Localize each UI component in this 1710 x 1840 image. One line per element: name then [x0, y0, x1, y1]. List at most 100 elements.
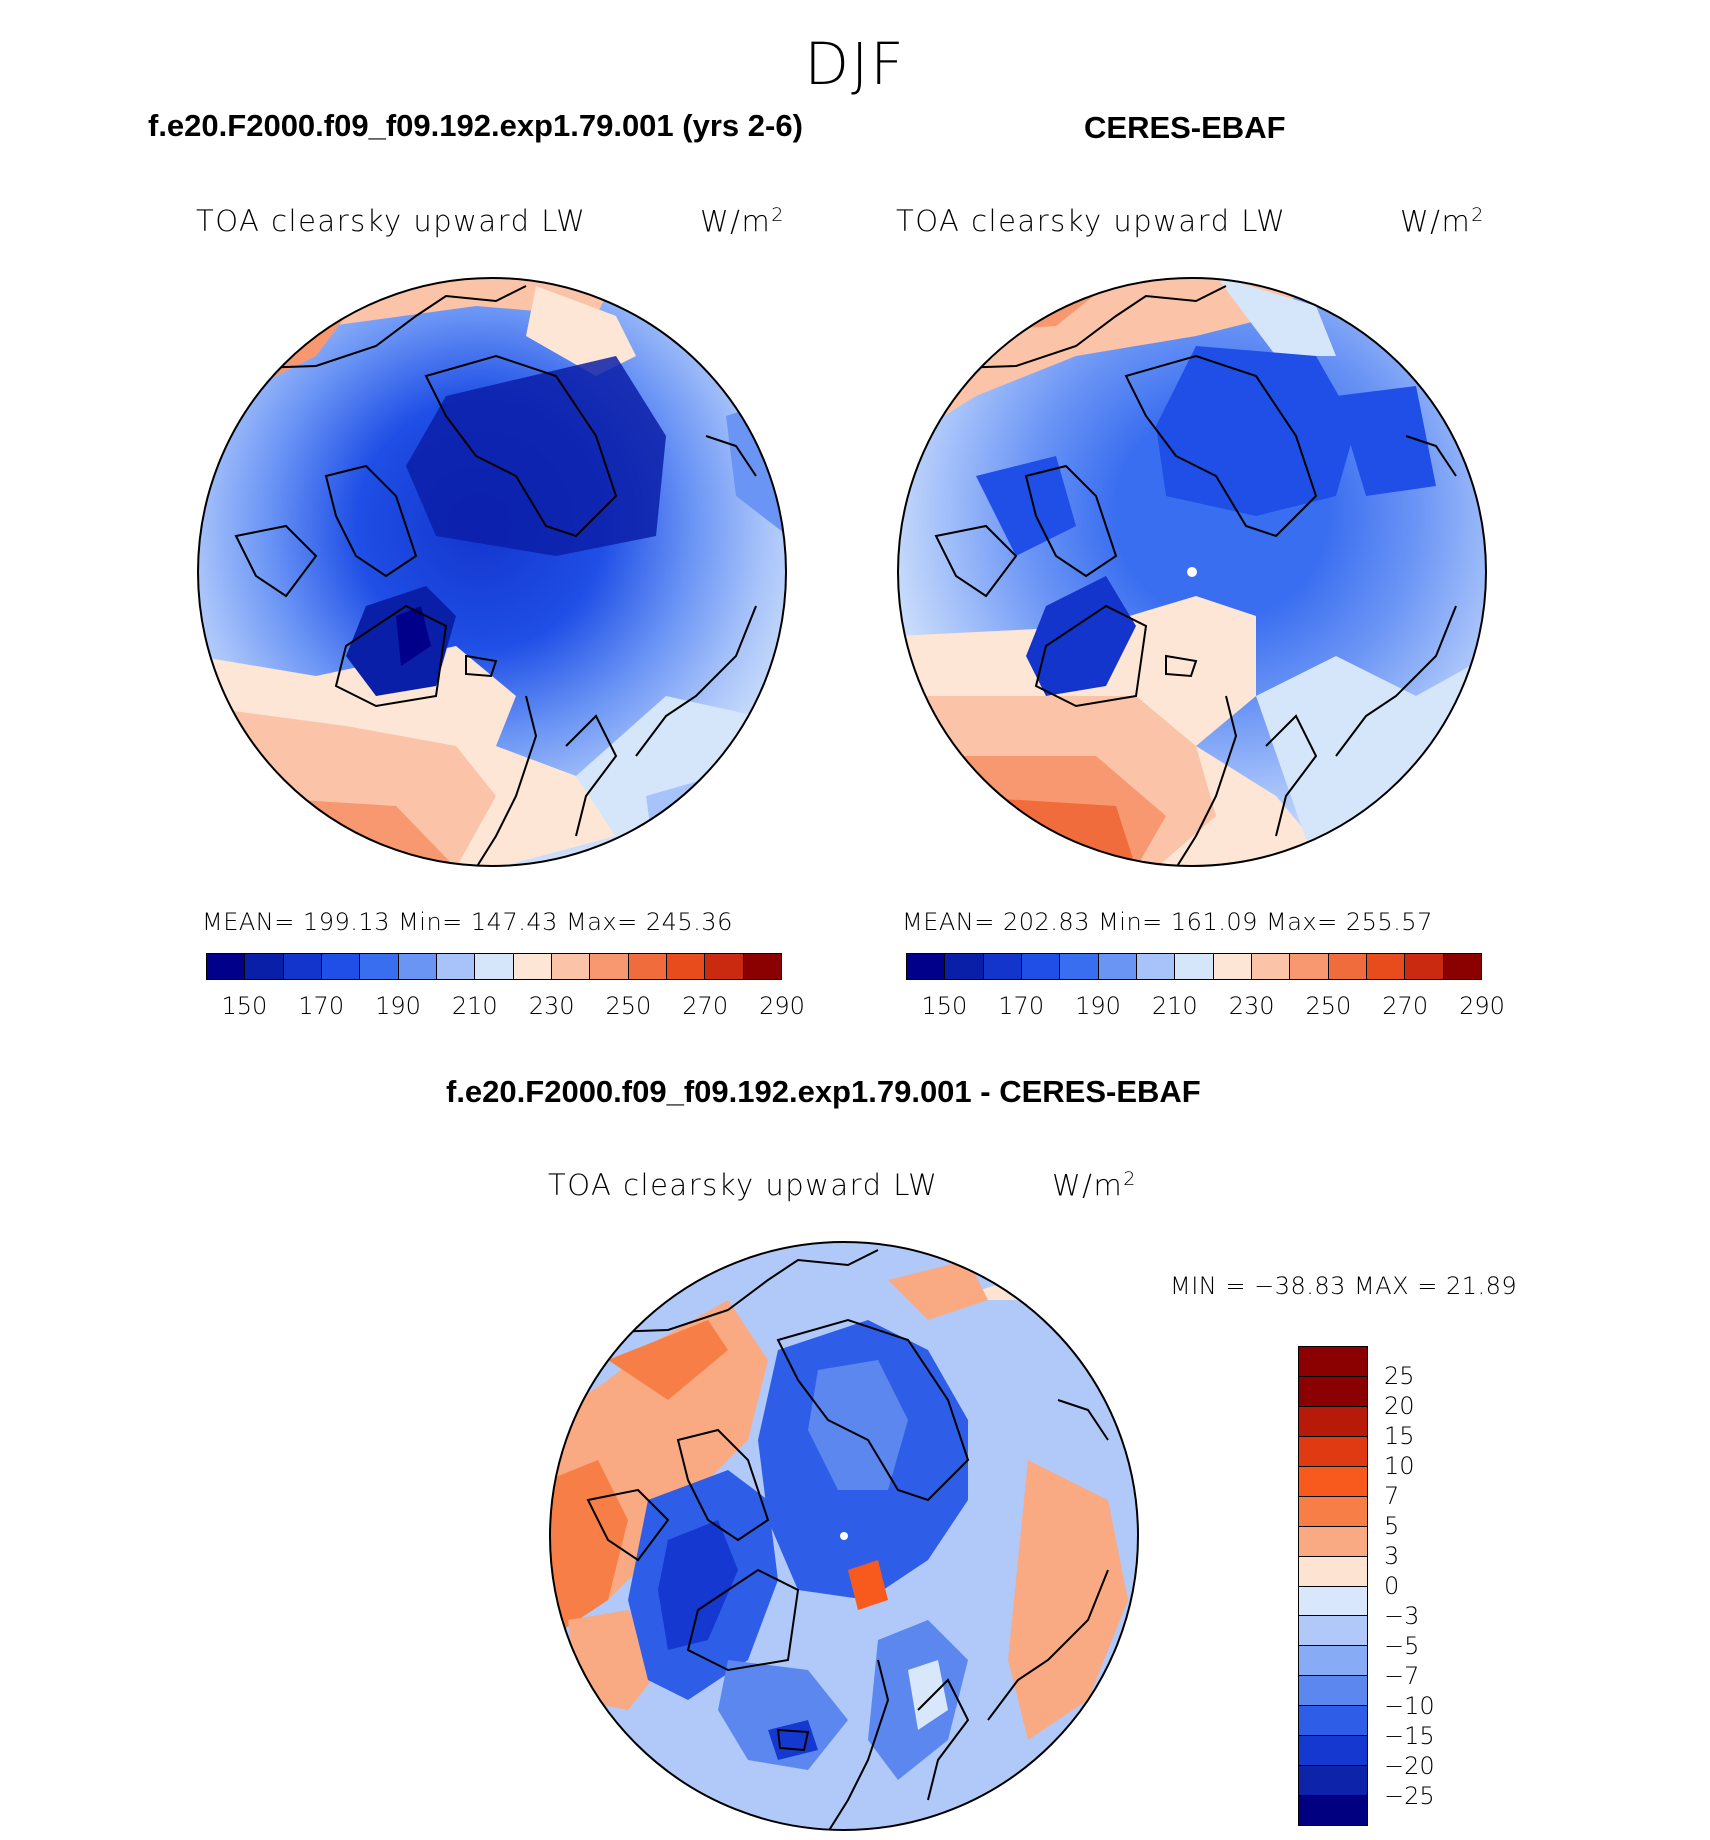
- colorbar-level-label: −3: [1384, 1602, 1420, 1630]
- colorbar-swatch: [590, 954, 629, 979]
- colorbar-tick-label: 250: [1305, 992, 1352, 1020]
- difference-polar-map: [549, 1241, 1139, 1831]
- colorbar-swatch: [1299, 1466, 1367, 1497]
- panel1-units-text: W/m: [700, 204, 772, 239]
- colorbar-swatch: [1443, 954, 1481, 979]
- colorbar-swatch: [513, 954, 552, 979]
- panel1-units-label: W/m2: [700, 204, 785, 239]
- colorbar-swatch: [1299, 1766, 1367, 1797]
- colorbar-swatch: [1299, 1736, 1367, 1767]
- panel1-stats: MEAN= 199.13 Min= 147.43 Max= 245.36: [202, 908, 733, 936]
- colorbar-swatch: [983, 954, 1022, 979]
- colorbar-tick-label: 250: [605, 992, 652, 1020]
- colorbar-swatch: [1299, 1526, 1367, 1557]
- panel2-stats: MEAN= 202.83 Min= 161.09 Max= 255.57: [902, 908, 1433, 936]
- panel3-stats: MIN = −38.83 MAX = 21.89: [1170, 1272, 1518, 1300]
- colorbar-swatch: [1290, 954, 1329, 979]
- colorbar-level-label: 20: [1384, 1392, 1415, 1420]
- colorbar-swatch: [705, 954, 744, 979]
- figure-title: DJF: [804, 30, 906, 98]
- colorbar-swatch: [1299, 1347, 1367, 1377]
- colorbar-swatch: [1299, 1406, 1367, 1437]
- colorbar-swatch: [1299, 1496, 1367, 1527]
- colorbar-level-label: 15: [1384, 1422, 1415, 1450]
- panel3-units-label: W/m2: [1052, 1168, 1137, 1203]
- difference-colorbar-labels: 25 20 15 10 7 5 3 0 −3 −5 −7 −10 −15 −20 −25: [1384, 1346, 1484, 1826]
- colorbar-swatch: [1251, 954, 1291, 979]
- panel2-units-text: W/m: [1400, 204, 1472, 239]
- colorbar-swatch: [360, 954, 399, 979]
- colorbar-swatch: [743, 954, 781, 979]
- difference-colorbar: [1298, 1346, 1368, 1826]
- colorbar-swatch: [1299, 1706, 1367, 1737]
- panel3-variable-label: TOA clearsky upward LW: [548, 1168, 939, 1202]
- colorbar-swatch: [283, 954, 322, 979]
- colorbar-tick-label: 270: [682, 992, 729, 1020]
- colorbar-swatch: [321, 954, 361, 979]
- colorbar-tick-label: 230: [1228, 992, 1275, 1020]
- colorbar-swatch: [436, 954, 476, 979]
- colorbar-swatch: [245, 954, 284, 979]
- panel3-units-exponent: 2: [1123, 1168, 1137, 1190]
- colorbar-tick-label: 230: [528, 992, 575, 1020]
- colorbar-tick-label: 210: [1151, 992, 1198, 1020]
- colorbar-level-label: 25: [1384, 1362, 1415, 1390]
- colorbar-swatch: [1366, 954, 1406, 979]
- colorbar-level-label: −15: [1384, 1722, 1435, 1750]
- colorbar-level-label: 0: [1384, 1572, 1400, 1600]
- colorbar-swatch: [1299, 1436, 1367, 1467]
- colorbar-swatch: [628, 954, 667, 979]
- colorbar-swatch: [1060, 954, 1099, 979]
- colorbar-level-label: −7: [1384, 1662, 1420, 1690]
- colorbar-swatch: [945, 954, 984, 979]
- colorbar-level-label: −5: [1384, 1632, 1420, 1660]
- colorbar-tick-label: 210: [451, 992, 498, 1020]
- colorbar-swatch: [1175, 954, 1214, 979]
- colorbar-tick-label: 290: [1459, 992, 1505, 1020]
- panel2-variable-label: TOA clearsky upward LW: [896, 204, 1287, 238]
- panel2-case-title: CERES-EBAF: [1084, 110, 1286, 145]
- panel1-colorbar: [206, 953, 782, 980]
- panel2-colorbar: [906, 953, 1482, 980]
- colorbar-swatch: [398, 954, 437, 979]
- colorbar-swatch: [1098, 954, 1137, 979]
- colorbar-level-label: 7: [1384, 1482, 1400, 1510]
- colorbar-swatch: [1299, 1586, 1367, 1617]
- colorbar-swatch: [1299, 1676, 1367, 1707]
- colorbar-tick-label: 290: [759, 992, 805, 1020]
- colorbar-swatch: [1299, 1616, 1367, 1647]
- colorbar-tick-label: 270: [1382, 992, 1429, 1020]
- panel3-case-title: f.e20.F2000.f09_f09.192.exp1.79.001 - CE…: [446, 1074, 1201, 1109]
- colorbar-swatch: [1021, 954, 1061, 979]
- colorbar-tick-label: 190: [1075, 992, 1121, 1020]
- colorbar-level-label: 5: [1384, 1512, 1400, 1540]
- colorbar-level-label: 3: [1384, 1542, 1400, 1570]
- colorbar-swatch: [1299, 1376, 1367, 1407]
- panel3-units-text: W/m: [1052, 1168, 1124, 1203]
- obs-polar-map: [897, 277, 1487, 867]
- model-polar-map: [197, 277, 787, 867]
- colorbar-tick-label: 150: [921, 992, 968, 1020]
- colorbar-swatch: [1299, 1646, 1367, 1677]
- colorbar-level-label: −20: [1384, 1752, 1435, 1780]
- colorbar-swatch: [1328, 954, 1367, 979]
- colorbar-swatch: [907, 954, 946, 979]
- colorbar-swatch: [1299, 1556, 1367, 1587]
- colorbar-tick-label: 170: [298, 992, 345, 1020]
- panel2-units-exponent: 2: [1471, 204, 1485, 226]
- colorbar-level-label: −25: [1384, 1782, 1435, 1810]
- colorbar-tick-label: 190: [375, 992, 421, 1020]
- panel2-units-label: W/m2: [1400, 204, 1485, 239]
- colorbar-level-label: 10: [1384, 1452, 1415, 1480]
- colorbar-swatch: [551, 954, 591, 979]
- panel1-units-exponent: 2: [771, 204, 785, 226]
- colorbar-swatch: [1405, 954, 1444, 979]
- colorbar-swatch: [475, 954, 514, 979]
- panel1-variable-label: TOA clearsky upward LW: [196, 204, 587, 238]
- colorbar-swatch: [207, 954, 246, 979]
- colorbar-swatch: [1299, 1796, 1367, 1825]
- colorbar-swatch: [666, 954, 706, 979]
- panel1-case-title: f.e20.F2000.f09_f09.192.exp1.79.001 (yrs…: [148, 108, 803, 143]
- colorbar-level-label: −10: [1384, 1692, 1435, 1720]
- colorbar-swatch: [1136, 954, 1176, 979]
